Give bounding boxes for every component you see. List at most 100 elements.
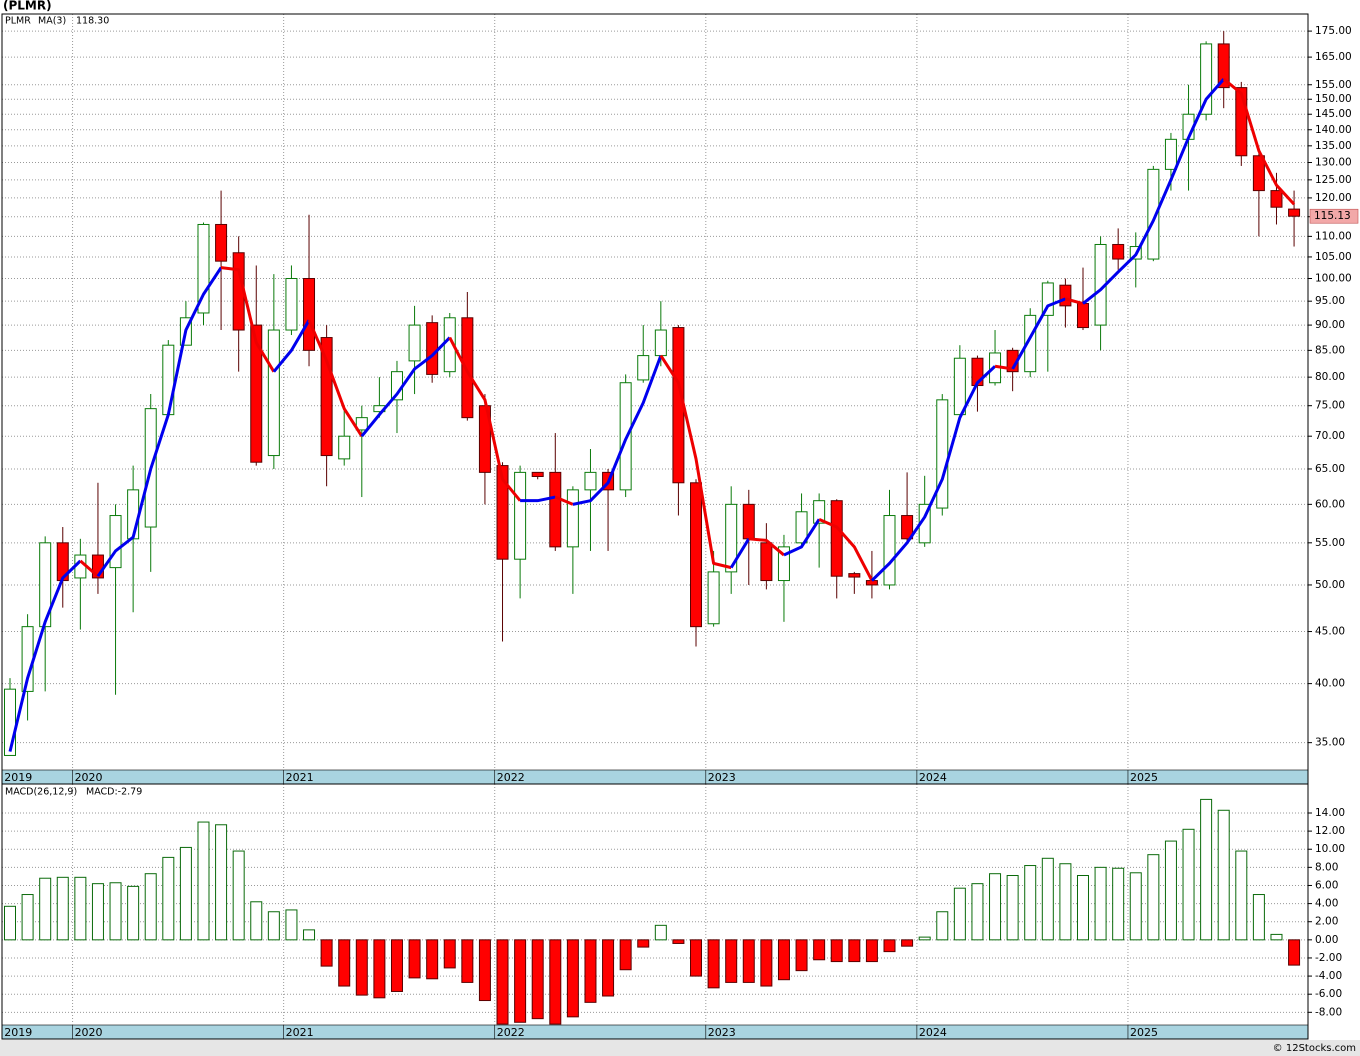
y-tick-label: -6.00: [1315, 988, 1342, 1000]
candle-body: [883, 515, 896, 586]
histogram-bar: [267, 911, 280, 941]
histogram-bar: [39, 877, 52, 941]
candle-body: [1217, 43, 1230, 89]
candle-body: [742, 503, 755, 540]
x-tick-label: 2020: [75, 1026, 103, 1039]
histogram-bar: [127, 885, 140, 941]
histogram-bar: [602, 939, 615, 997]
candle-body: [197, 223, 210, 314]
y-tick-label: 50.00: [1315, 579, 1345, 591]
candle-body: [1112, 243, 1125, 260]
candle-body: [1147, 168, 1160, 260]
histogram-bar: [566, 939, 579, 1018]
y-tick-label: 155.00: [1315, 79, 1352, 91]
histogram-bar: [795, 939, 808, 972]
histogram-bar: [1147, 854, 1160, 941]
y-tick-label: 35.00: [1315, 737, 1345, 749]
histogram-bar: [1270, 933, 1283, 941]
histogram-bar: [426, 939, 439, 980]
candle-body: [1164, 138, 1177, 170]
histogram-bar: [1094, 866, 1107, 941]
histogram-bar: [1252, 894, 1265, 941]
legend-label: MACD(26,12,9): [5, 787, 77, 798]
candle-body: [830, 500, 843, 577]
histogram-bar: [654, 924, 667, 941]
chart-title: (PLMR): [3, 0, 52, 13]
histogram-bar: [443, 939, 456, 969]
ma-line: [1222, 77, 1296, 206]
candle-body: [355, 417, 368, 431]
y-tick-label: 130.00: [1315, 157, 1352, 169]
histogram-bar: [250, 901, 263, 941]
y-tick-label: 90.00: [1315, 319, 1345, 331]
candle-body: [777, 546, 790, 582]
histogram-bar: [760, 939, 773, 987]
histogram-bar: [496, 939, 509, 1025]
y-tick-label: 8.00: [1315, 861, 1338, 873]
date-band: [1, 769, 1309, 785]
x-tick-label: 2023: [708, 1026, 736, 1039]
ma-line: [659, 354, 732, 570]
histogram-bar: [1288, 939, 1301, 966]
x-tick-label: 2024: [919, 771, 947, 784]
candle-body: [901, 515, 914, 540]
histogram-bar: [74, 876, 87, 941]
histogram-bar: [707, 939, 720, 989]
y-tick-label: 135.00: [1315, 140, 1352, 152]
histogram-bar: [1041, 857, 1054, 941]
histogram-bar: [461, 939, 474, 983]
histogram-bar: [109, 882, 122, 941]
x-tick-label: 2025: [1130, 1026, 1158, 1039]
ma-line: [307, 319, 364, 438]
candle-body: [162, 344, 175, 416]
histogram-bar: [21, 894, 34, 941]
histogram-bar: [1006, 875, 1019, 941]
candle-body: [461, 317, 474, 419]
y-tick-label: 95.00: [1315, 295, 1345, 307]
histogram-bar: [901, 939, 914, 947]
x-tick-label: 2022: [497, 771, 525, 784]
y-tick-label: 40.00: [1315, 678, 1345, 690]
candle-body: [426, 322, 439, 375]
candle-body: [1024, 314, 1037, 373]
y-tick-label: 75.00: [1315, 400, 1345, 412]
legend-symbol: PLMR: [5, 16, 31, 27]
histogram-bar: [549, 939, 562, 1025]
footer-bar: [0, 1040, 1360, 1056]
y-tick-label: 125.00: [1315, 174, 1352, 186]
candle-body: [848, 573, 861, 578]
legend-value: 118.30: [76, 16, 109, 27]
histogram-bar: [303, 929, 316, 941]
histogram-bar: [56, 876, 69, 941]
ma-line: [994, 364, 1013, 371]
candle-body: [566, 489, 579, 548]
y-tick-label: 45.00: [1315, 626, 1345, 638]
ma-line: [1065, 297, 1084, 305]
x-tick-label: 2025: [1130, 771, 1158, 784]
y-tick-label: -2.00: [1315, 952, 1342, 964]
histogram-bar: [672, 939, 685, 944]
histogram-bar: [1129, 872, 1142, 941]
y-tick-label: 165.00: [1315, 51, 1352, 63]
candle-body: [637, 355, 650, 381]
histogram-bar: [777, 939, 790, 981]
y-tick-label: 14.00: [1315, 807, 1345, 819]
histogram-bar: [883, 939, 896, 953]
x-tick-label: 2019: [4, 1026, 32, 1039]
y-tick-label: 12.00: [1315, 825, 1345, 837]
histogram-bar: [971, 883, 984, 941]
x-tick-label: 2022: [497, 1026, 525, 1039]
ma-line: [1011, 297, 1066, 370]
y-tick-label: 85.00: [1315, 344, 1345, 356]
candle-body: [215, 223, 228, 262]
y-tick-label: 60.00: [1315, 498, 1345, 510]
ma-line: [729, 538, 751, 569]
ma-line: [272, 319, 311, 373]
histogram-bar: [232, 850, 245, 941]
ma-line: [520, 495, 556, 503]
histogram-bar: [478, 939, 491, 1002]
x-tick-label: 2021: [286, 771, 314, 784]
histogram-bar: [320, 939, 333, 967]
histogram-bar: [408, 939, 421, 979]
plot-area: [2, 14, 1308, 770]
